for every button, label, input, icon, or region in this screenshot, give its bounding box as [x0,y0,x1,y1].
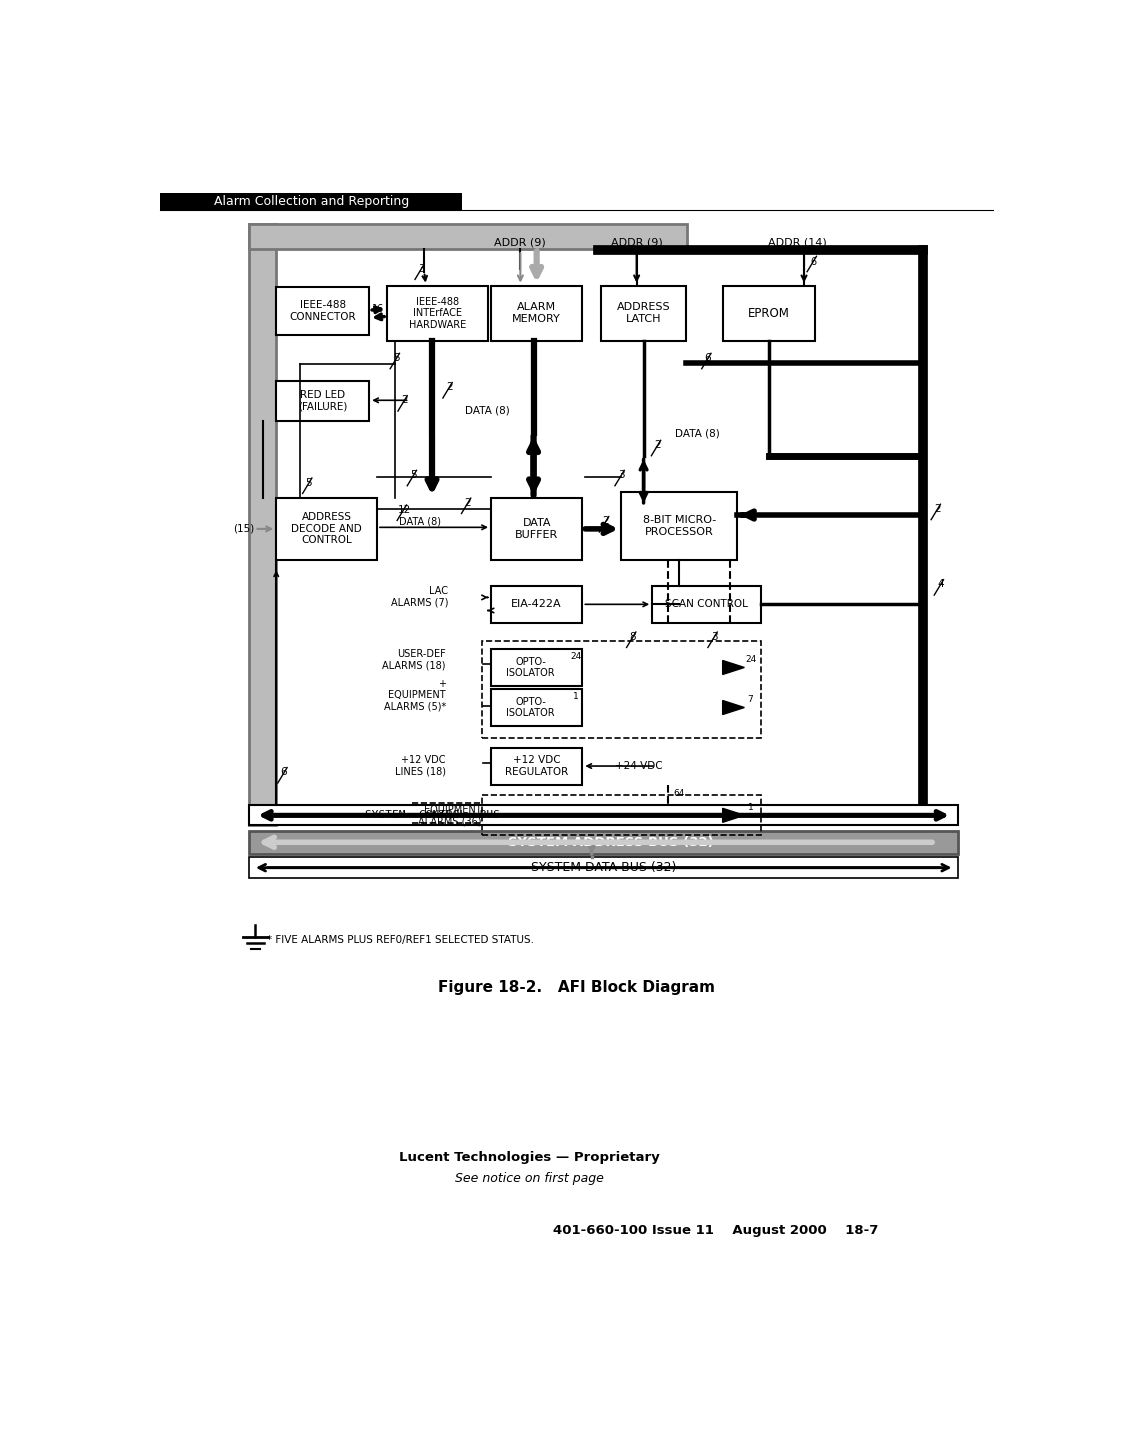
Text: * FIVE ALARMS PLUS REF0/REF1 SELECTED STATUS.: * FIVE ALARMS PLUS REF0/REF1 SELECTED ST… [267,935,534,945]
Text: 6: 6 [704,353,711,363]
Bar [387,286,488,340]
Text: See notice on first page: See notice on first page [456,1173,604,1185]
Text: 2: 2 [446,382,452,392]
Text: SYSTEM  CONTROL  BUS: SYSTEM CONTROL BUS [366,811,501,821]
Text: 8-BIT MICRO-
PROCESSOR: 8-BIT MICRO- PROCESSOR [642,515,716,536]
Text: ADDR (9): ADDR (9) [611,237,663,247]
Text: EPROM: EPROM [748,307,790,320]
Text: 401-660-100 Issue 11    August 2000    18-7: 401-660-100 Issue 11 August 2000 18-7 [554,1224,879,1237]
Bar [249,225,687,249]
Text: USER-DEF
ALARMS (18): USER-DEF ALARMS (18) [382,649,446,671]
Polygon shape [722,661,745,675]
Text: 24: 24 [570,652,582,661]
Bar [277,498,377,559]
Text: EQUIPMENT
ALARMS (36): EQUIPMENT ALARMS (36) [418,805,482,827]
Text: 3: 3 [711,632,718,642]
Bar [160,193,462,210]
Bar [490,649,583,686]
Bar [249,831,958,854]
Bar [482,641,760,738]
Polygon shape [722,808,745,822]
Text: DATA (8): DATA (8) [675,429,719,439]
Text: 4: 4 [937,579,944,589]
Bar [277,380,369,420]
Text: 5: 5 [393,353,399,363]
Text: 1: 1 [574,692,579,701]
Bar [652,586,761,623]
Text: 5: 5 [411,470,416,480]
Bar [277,287,369,335]
Text: 7: 7 [748,695,754,705]
Text: 2: 2 [934,503,940,513]
Bar [601,286,686,340]
Text: ADDR (9): ADDR (9) [495,237,547,247]
Bar [249,857,958,878]
Text: IEEE-488
INTErfACE
HARDWARE: IEEE-488 INTErfACE HARDWARE [408,296,466,330]
Text: Figure 18-2.   AFI Block Diagram: Figure 18-2. AFI Block Diagram [438,981,714,995]
Text: DATA (8): DATA (8) [398,516,441,526]
Text: LAC
ALARMS (7): LAC ALARMS (7) [390,586,448,608]
Text: 2: 2 [400,395,407,405]
Text: +12 VDC
REGULATOR: +12 VDC REGULATOR [505,755,568,776]
Text: +
EQUIPMENT
ALARMS (5)*: + EQUIPMENT ALARMS (5)* [384,679,446,712]
Bar [621,492,737,559]
Text: SYSTEM ADDRESS BUS (32): SYSTEM ADDRESS BUS (32) [508,835,714,849]
Text: DATA (8): DATA (8) [465,405,510,415]
Text: 5: 5 [306,478,312,488]
Bar [490,286,583,340]
Text: Alarm Collection and Reporting: Alarm Collection and Reporting [214,194,408,209]
Text: ADDRESS
LATCH: ADDRESS LATCH [616,303,670,325]
Bar [490,586,583,623]
Bar [482,795,760,835]
Text: 24: 24 [745,655,756,665]
Text: 2: 2 [465,498,471,508]
Text: 1: 1 [748,804,754,812]
Text: +12 VDC
LINES (18): +12 VDC LINES (18) [395,755,446,776]
Polygon shape [722,701,745,715]
Text: 2: 2 [602,516,609,526]
Text: Lucent Technologies — Proprietary: Lucent Technologies — Proprietary [399,1151,660,1164]
Text: OPTO-
ISOLATOR: OPTO- ISOLATOR [506,696,555,718]
Text: 8: 8 [630,632,636,642]
Text: OPTO-
ISOLATOR: OPTO- ISOLATOR [506,656,555,678]
Text: ALARM
MEMORY: ALARM MEMORY [512,303,561,325]
Text: ADDRESS
DECODE AND
CONTROL: ADDRESS DECODE AND CONTROL [291,512,362,545]
Bar [249,225,277,825]
Bar [490,748,583,785]
Bar [723,286,814,340]
Text: 3: 3 [418,263,425,273]
Bar [249,805,958,825]
Text: SCAN CONTROL: SCAN CONTROL [665,599,748,609]
Text: 64: 64 [674,789,685,798]
Text: ADDR (14): ADDR (14) [768,237,827,247]
Text: 2: 2 [655,440,660,450]
Text: +24 VDC: +24 VDC [615,761,663,771]
Text: RED LED
(FAILURE): RED LED (FAILURE) [298,390,348,412]
Text: 12: 12 [397,505,411,515]
Text: DATA
BUFFER: DATA BUFFER [515,518,558,539]
Text: (15): (15) [233,523,254,533]
Bar [490,498,583,559]
Text: 3: 3 [618,470,624,480]
Text: EIA-422A: EIA-422A [512,599,562,609]
Text: 6: 6 [810,257,817,266]
Text: IEEE-488
CONNECTOR: IEEE-488 CONNECTOR [289,300,356,322]
Text: 16: 16 [372,303,385,313]
Bar [490,689,583,726]
Text: SYSTEM DATA BUS (32): SYSTEM DATA BUS (32) [531,861,676,874]
Text: 6: 6 [281,768,287,776]
